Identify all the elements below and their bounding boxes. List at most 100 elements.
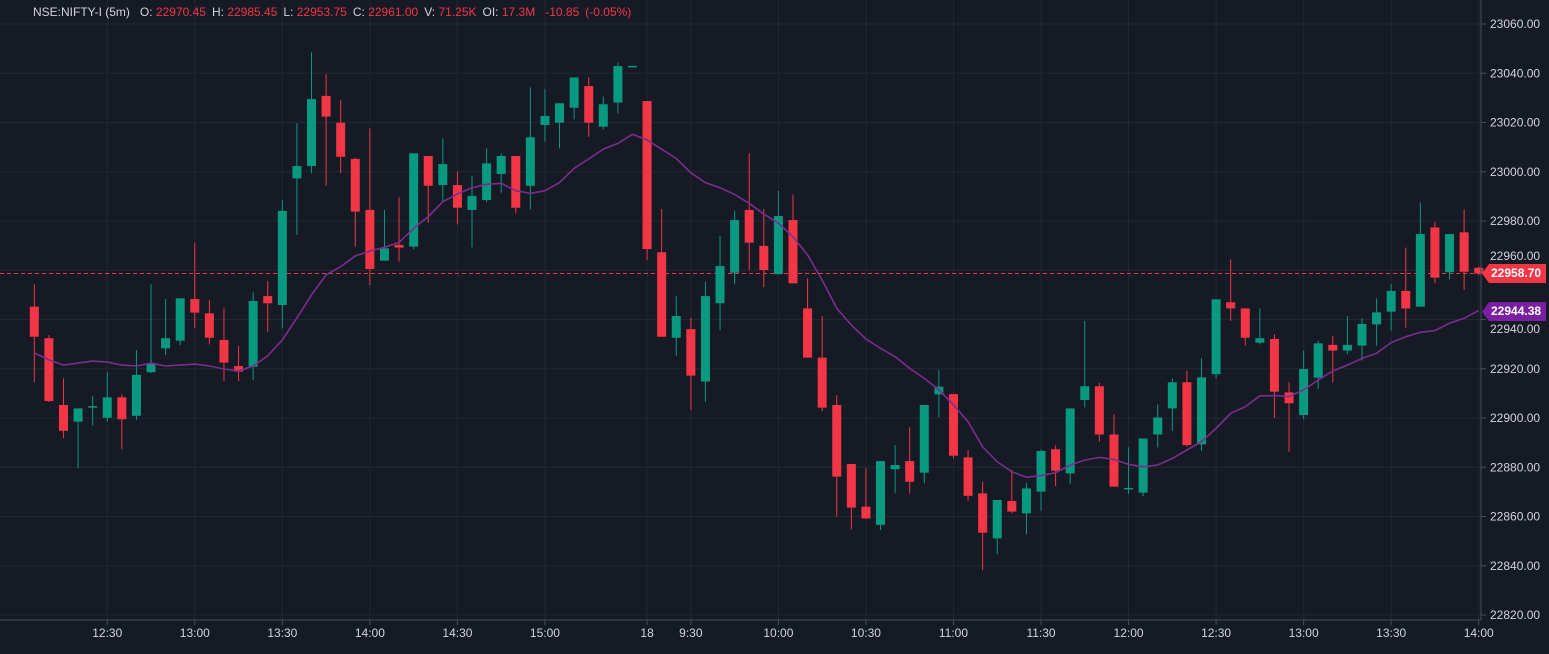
candle-down (948, 394, 958, 456)
candle-up (598, 104, 608, 127)
x-tick-label: 12:30 (92, 626, 122, 640)
candle-up (146, 363, 156, 373)
change-percent: (-0.05%) (585, 5, 632, 19)
oi-value: 17.3M (501, 5, 536, 19)
candle-up (307, 99, 317, 167)
high-label: H: (211, 5, 224, 19)
candle-up (700, 296, 710, 382)
candle-up (992, 500, 1002, 539)
candle-down (336, 122, 346, 157)
candle-down (321, 95, 331, 117)
candle-down (1284, 392, 1294, 404)
candle-down (584, 86, 594, 123)
low-value: 22953.75 (296, 5, 347, 19)
candle-down (1401, 290, 1411, 309)
open-label: O: (139, 5, 153, 19)
last-price-tag: 22958.70 (1482, 263, 1547, 283)
candle-up (730, 220, 740, 273)
x-tick-label: 12:00 (1114, 626, 1144, 640)
ma-line (33, 133, 1480, 479)
x-tick-label: 13:00 (180, 626, 210, 640)
high-value: 22985.45 (227, 5, 278, 19)
candle-down (204, 313, 214, 338)
candle-up (482, 163, 492, 201)
candle-down (365, 209, 375, 270)
ma-value-tag: 22944.38 (1482, 302, 1547, 322)
candle-up (1372, 312, 1382, 325)
y-tick-label: 22880.00 (1490, 460, 1540, 474)
candle-down (642, 101, 652, 250)
candle-up (131, 374, 141, 416)
x-tick-label: 10:00 (763, 626, 793, 640)
candle-down (861, 506, 871, 519)
low-label: L: (283, 5, 294, 19)
open-value: 22970.45 (155, 5, 206, 19)
candle-up (890, 465, 900, 470)
y-tick-label: 23000.00 (1490, 165, 1540, 179)
x-tick-label: 18 (640, 626, 654, 640)
candle-up (1255, 338, 1265, 343)
candle-down (1240, 308, 1250, 338)
candle-up (248, 301, 258, 367)
x-tick-label: 10:30 (851, 626, 881, 640)
y-tick-label: 23040.00 (1490, 66, 1540, 80)
close-label: C: (352, 5, 365, 19)
candle-down (744, 209, 754, 243)
candle-up (1386, 290, 1396, 312)
candle-up (1342, 344, 1352, 351)
candle-down (394, 244, 404, 248)
candle-down (1094, 386, 1104, 435)
candle-up (1124, 487, 1134, 490)
candle-down (1226, 302, 1236, 309)
ohlc-legend: NSE:NIFTY-I (5m) O: 22970.45 H: 22985.45… (33, 5, 631, 19)
candle-down (657, 252, 667, 337)
candle-down (905, 461, 915, 482)
candle-down (29, 306, 39, 337)
candle-down (1474, 267, 1484, 274)
candle-down (817, 357, 827, 408)
x-tick-label: 13:00 (1289, 626, 1319, 640)
candle-down (803, 308, 813, 358)
candle-down (963, 457, 973, 496)
candle-down (219, 339, 229, 363)
axes: 23060.00 23040.00 23020.00 23000.00 22980.00… (0, 0, 1540, 640)
oi-label: OI: (482, 5, 499, 19)
candle-up (277, 210, 287, 305)
candle-down (846, 464, 856, 508)
candle-up (671, 316, 681, 338)
candle-down (1269, 338, 1279, 392)
candle-down (832, 404, 842, 477)
y-tick-label: 22920.00 (1490, 362, 1540, 376)
change-value: -10.85 (545, 5, 580, 19)
candle-up (467, 195, 477, 210)
candle-down (44, 338, 54, 402)
candle-down (978, 493, 988, 533)
grid (0, 0, 1481, 620)
candle-up (555, 103, 565, 123)
candle-down (58, 404, 68, 431)
candle-up (438, 164, 448, 186)
candle-up (102, 397, 112, 418)
candle-up (627, 65, 637, 68)
candle-up (525, 137, 535, 186)
x-tick-label: 12:30 (1201, 626, 1231, 640)
symbol-label[interactable]: NSE:NIFTY-I (5m) (33, 5, 130, 19)
y-tick-label: 23060.00 (1490, 17, 1540, 31)
x-tick-label: 14:30 (442, 626, 472, 640)
candle-down (1459, 232, 1469, 272)
candle-up (1445, 234, 1455, 273)
candle-up (73, 408, 83, 422)
y-tick-label: 23020.00 (1490, 116, 1540, 130)
candle-up (919, 404, 929, 473)
candle-down (1051, 449, 1061, 471)
candle-up (1138, 438, 1148, 493)
candle-up (1211, 299, 1221, 375)
candle-up (409, 153, 419, 247)
candle-down (190, 299, 200, 313)
candle-down (686, 329, 696, 376)
candle-down (1182, 382, 1192, 446)
x-tick-label: 14:00 (355, 626, 385, 640)
candle-down (788, 220, 798, 284)
candle-up (1197, 377, 1206, 445)
